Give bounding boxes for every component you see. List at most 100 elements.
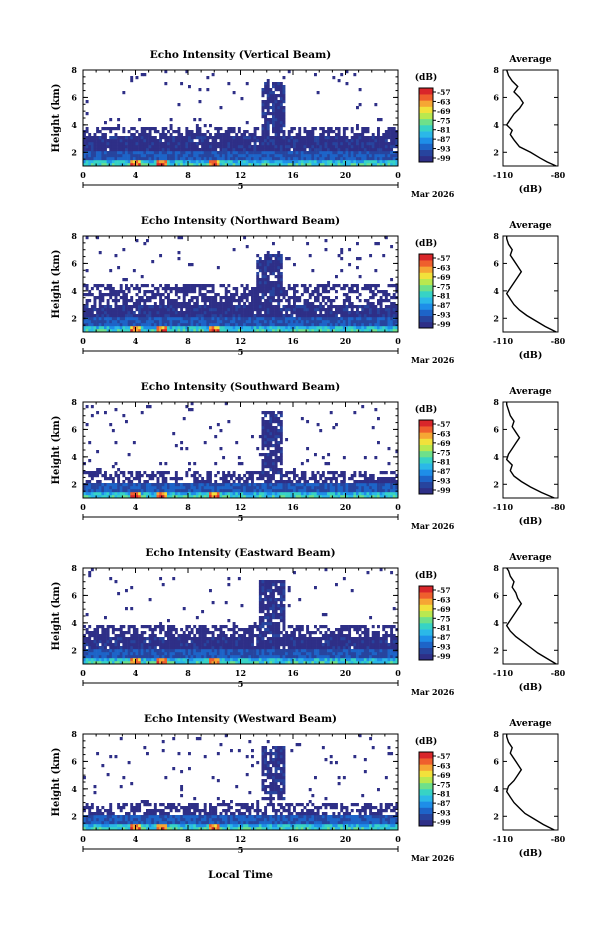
heatmap-cell <box>348 329 352 333</box>
heatmap-cell <box>258 151 262 155</box>
heatmap-cell <box>245 317 249 321</box>
heatmap-cell <box>180 287 184 291</box>
heatmap-cell <box>135 495 139 499</box>
heatmap-cell <box>224 326 228 330</box>
heatmap-cell <box>164 160 168 164</box>
heatmap-cell <box>193 290 197 294</box>
heatmap-cell <box>190 296 194 300</box>
heatmap-cell <box>316 145 320 149</box>
heatmap-cell <box>127 148 131 152</box>
heatmap-cell <box>340 151 344 155</box>
heatmap-cell <box>266 462 270 466</box>
heatmap-cell <box>140 296 144 300</box>
heatmap-cell <box>188 495 191 499</box>
heatmap-cell <box>240 160 244 164</box>
heatmap-cell <box>167 308 170 312</box>
heatmap-cell <box>316 293 320 297</box>
heatmap-cell <box>329 145 333 149</box>
panel-title: Echo Intensity (Southward Beam) <box>141 381 340 393</box>
heatmap-cell <box>161 323 165 327</box>
heatmap-cell <box>324 483 328 487</box>
heatmap-cell <box>314 127 317 131</box>
heatmap-cell <box>290 486 294 490</box>
heatmap-cell <box>148 145 152 149</box>
heatmap-cell <box>356 133 359 137</box>
heatmap-cell <box>101 637 105 641</box>
heatmap-cell <box>174 160 178 164</box>
heatmap-cell <box>153 130 157 134</box>
heatmap-cell <box>227 142 231 146</box>
heatmap-cell <box>130 79 134 83</box>
heatmap-cell <box>159 492 163 496</box>
heatmap-cell <box>327 151 331 155</box>
heatmap-cell <box>185 308 189 312</box>
heatmap-cell <box>258 290 262 294</box>
heatmap-cells <box>83 70 399 167</box>
heatmap-cell <box>140 495 144 499</box>
heatmap-cell <box>138 148 142 152</box>
heatmap-cell <box>258 299 262 303</box>
heatmap-cell <box>308 157 312 161</box>
heatmap-cell <box>125 154 128 158</box>
heatmap-cell <box>353 326 357 330</box>
heatmap-cell <box>211 151 215 155</box>
heatmap-cell <box>88 474 92 478</box>
heatmap-cell <box>240 462 244 466</box>
heatmap-cell <box>303 139 307 143</box>
heatmap-cell <box>237 489 241 493</box>
heatmap-cell <box>248 157 252 161</box>
heatmap-cell <box>106 640 110 644</box>
heatmap-cell <box>182 320 186 324</box>
heatmap-cell <box>253 142 257 146</box>
heatmap-cell <box>235 154 239 158</box>
heatmap-cell <box>395 136 399 140</box>
heatmap-cell <box>321 305 325 309</box>
heatmap-cell <box>311 142 315 146</box>
heatmap-cell <box>261 317 265 321</box>
heatmap-cell <box>214 154 218 158</box>
heatmap-cell <box>104 652 107 656</box>
heatmap-cell <box>374 317 378 321</box>
heatmap-cell <box>130 142 134 146</box>
heatmap-cell <box>342 320 346 324</box>
heatmap-cell <box>374 163 378 167</box>
heatmap-cell <box>277 112 281 116</box>
heatmap-cell <box>340 257 344 261</box>
heatmap-cell <box>227 302 231 306</box>
heatmap-cell <box>245 154 249 158</box>
heatmap-cell <box>379 480 383 484</box>
heatmap-cell <box>211 305 215 309</box>
heatmap-cell <box>321 495 325 499</box>
heatmap-cell <box>198 130 202 134</box>
heatmap-cell <box>146 480 149 484</box>
heatmap-cell <box>148 154 152 158</box>
heatmap-cell <box>222 160 226 164</box>
heatmap-cell <box>193 471 197 475</box>
heatmap-cell <box>214 160 218 164</box>
colorbar-tick-label: -57 <box>437 420 451 429</box>
date-label: 5 <box>238 181 244 191</box>
heatmap-cell <box>219 136 223 140</box>
heatmap-cell <box>303 157 307 161</box>
heatmap-cell <box>279 127 283 131</box>
heatmap-cell <box>206 480 210 484</box>
heatmap-cell <box>109 163 113 167</box>
heatmap-cell <box>392 293 396 297</box>
heatmap-cell <box>321 136 325 140</box>
heatmap-cell <box>340 326 344 330</box>
colorbar-segment <box>419 131 433 138</box>
heatmap-cell <box>358 160 362 164</box>
heatmap-cell <box>245 160 249 164</box>
heatmap-cell <box>132 145 136 149</box>
heatmap-cell <box>311 311 315 315</box>
heatmap-cell <box>230 142 233 146</box>
heatmap-cell <box>374 148 378 152</box>
heatmap-cell <box>264 489 268 493</box>
heatmap-cell <box>146 320 149 324</box>
heatmap-cell <box>232 293 236 297</box>
heatmap-cell <box>132 142 136 146</box>
heatmap-cell <box>266 281 270 285</box>
heatmap-cell <box>93 483 97 487</box>
heatmap-cell <box>314 73 317 77</box>
